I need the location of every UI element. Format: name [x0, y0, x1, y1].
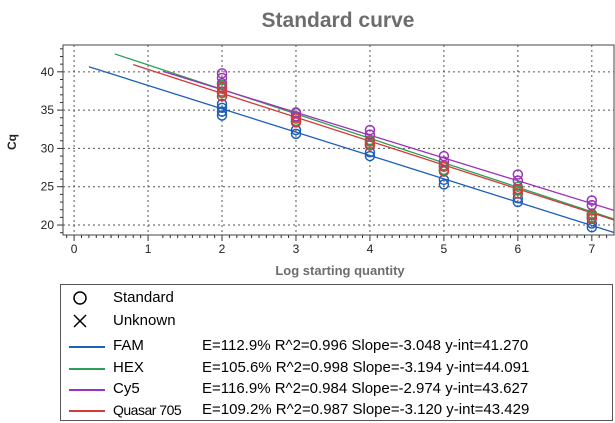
legend-label-quasar-705: Quasar 705: [113, 402, 182, 418]
point-quasar-705: [216, 86, 228, 97]
point-fam: [216, 110, 228, 121]
x-axis-title: Log starting quantity: [275, 263, 405, 278]
legend-item-cy5: Cy5 E=116.9% R^2=0.984 Slope=-2.974 y-in…: [61, 378, 612, 400]
x-tick-label: 5: [441, 242, 448, 256]
legend-swatch-hex: [69, 368, 105, 370]
point-cy5: [290, 107, 302, 118]
regression-lines: [88, 53, 615, 234]
point-cy5: [216, 68, 228, 79]
standard-curve-chart: Standard curve 20 25 30 35 40 0 1 2 3 4 5 6 7 Cq Lo…: [5, 9, 615, 278]
y-axis-title: Cq: [5, 134, 19, 150]
circle-marker-icon: [73, 291, 87, 305]
legend: Standard Unknown FAM E=112.9% R^2=0.996 …: [60, 284, 613, 421]
point-quasar-705: [586, 209, 598, 221]
y-tick-label: 30: [41, 141, 55, 155]
point-cy5: [586, 195, 598, 206]
legend-stats-hex: E=105.6% R^2=0.998 Slope=-3.194 y-int=44…: [202, 359, 530, 376]
point-quasar-705: [290, 117, 302, 128]
legend-item-fam: FAM E=112.9% R^2=0.996 Slope=-3.048 y-in…: [61, 335, 612, 357]
x-tick-label: 0: [71, 242, 78, 256]
point-quasar-705: [364, 140, 376, 151]
legend-swatch-fam: [69, 346, 105, 348]
legend-item-unknown: Unknown: [61, 310, 612, 332]
point-fam: [364, 150, 376, 162]
y-tick-label: 20: [41, 218, 55, 232]
point-cy5: [438, 150, 450, 162]
point-quasar-705: [290, 113, 302, 124]
point-cy5: [364, 129, 376, 140]
y-tick-label: 35: [41, 103, 55, 117]
point-fam: [216, 106, 228, 117]
point-fam: [438, 179, 450, 190]
point-fam: [216, 102, 228, 114]
point-cy5: [586, 199, 598, 211]
legend-label-fam: FAM: [113, 337, 144, 354]
legend-label-standard: Standard: [113, 289, 174, 306]
point-quasar-705: [438, 166, 450, 177]
grid-lines: [63, 45, 614, 235]
point-quasar-705: [438, 161, 450, 173]
legend-stats-cy5: E=116.9% R^2=0.984 Slope=-2.974 y-int=43…: [202, 380, 529, 397]
legend-stats-quasar-705: E=109.2% R^2=0.987 Slope=-3.120 y-int=43…: [202, 401, 530, 418]
point-quasar-705: [216, 81, 228, 93]
legend-swatch-cy5: [69, 389, 105, 391]
legend-label-hex: HEX: [113, 359, 144, 376]
legend-label-cy5: Cy5: [113, 380, 140, 397]
point-cy5: [364, 124, 376, 136]
point-quasar-705: [512, 188, 524, 199]
point-fam: [216, 98, 228, 110]
point-fam: [290, 128, 302, 140]
legend-item-hex: HEX E=105.6% R^2=0.998 Slope=-3.194 y-in…: [61, 357, 612, 379]
x-tick-label: 4: [367, 242, 374, 256]
fit-line-hex: [114, 53, 615, 220]
chart-title: Standard curve: [262, 9, 415, 32]
x-tick-label: 3: [293, 242, 300, 256]
point-quasar-705: [364, 136, 376, 147]
point-quasar-705: [586, 213, 598, 225]
x-axis: 0 1 2 3 4 5 6 7: [66, 235, 608, 256]
y-tick-label: 25: [41, 180, 55, 194]
legend-swatch-quasar-705: [69, 410, 105, 412]
data-points: [216, 68, 598, 233]
fit-line-cy5: [162, 70, 615, 211]
legend-label-unknown: Unknown: [113, 312, 176, 329]
y-axis: 20 25 30 35 40: [41, 48, 63, 234]
legend-item-standard: Standard: [61, 287, 612, 309]
y-tick-label: 40: [41, 65, 55, 79]
legend-item-quasar-705: Quasar 705 E=109.2% R^2=0.987 Slope=-3.1…: [61, 399, 612, 421]
x-tick-label: 1: [145, 242, 152, 256]
point-quasar-705: [512, 183, 524, 195]
x-tick-label: 6: [515, 242, 522, 256]
x-tick-label: 7: [588, 242, 595, 256]
fit-line-fam: [88, 66, 615, 234]
cross-marker-icon: [73, 314, 87, 328]
legend-stats-fam: E=112.9% R^2=0.996 Slope=-3.048 y-int=41…: [202, 337, 529, 354]
point-cy5: [438, 156, 450, 167]
point-cy5: [512, 169, 524, 180]
x-tick-label: 2: [219, 242, 226, 256]
